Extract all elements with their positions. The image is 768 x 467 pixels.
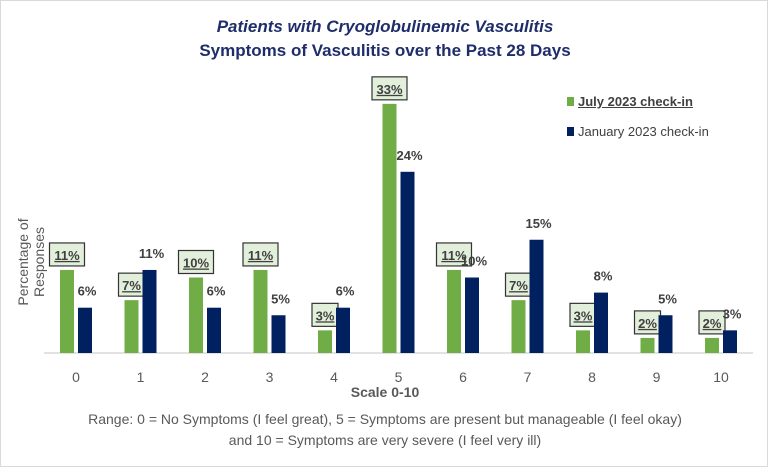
- data-label-january: 11%: [139, 246, 165, 261]
- bar-july: [640, 337, 655, 353]
- data-label-july: 3%: [316, 308, 335, 323]
- bar-january: [723, 330, 737, 353]
- x-tick-label: 0: [72, 369, 80, 385]
- bar-january: [336, 307, 350, 353]
- chart-subtitle: Symptoms of Vasculitis over the Past 28 …: [199, 41, 571, 60]
- bar-january: [78, 307, 92, 353]
- data-label-july: 7%: [509, 278, 528, 293]
- legend-swatch: [567, 97, 574, 106]
- bar-july: [382, 103, 397, 353]
- x-tick-label: 9: [653, 369, 661, 385]
- x-tick-label: 2: [201, 369, 209, 385]
- bar-january: [271, 315, 286, 353]
- bar-july: [189, 277, 203, 353]
- data-label-box: [698, 310, 726, 335]
- data-label-january: 15%: [525, 216, 551, 231]
- bar-july: [318, 330, 332, 353]
- bar-july: [60, 269, 74, 353]
- legend-item-january: January 2023 check-in: [567, 124, 709, 139]
- legend-label: July 2023 check-in: [578, 94, 693, 109]
- data-label-january: 24%: [396, 148, 422, 163]
- bar-january: [465, 277, 479, 353]
- data-label-box: [371, 76, 408, 101]
- data-label-box: [177, 249, 215, 275]
- x-tick-label: 3: [266, 369, 274, 385]
- bar-january: [594, 292, 608, 353]
- legend-swatch: [567, 127, 574, 136]
- data-label-january: 3%: [723, 306, 742, 321]
- data-label-july: 11%: [54, 248, 80, 263]
- legend-label: January 2023 check-in: [578, 124, 709, 139]
- data-label-july: 11%: [248, 248, 274, 263]
- data-label-box: [435, 242, 473, 267]
- bar-july: [511, 300, 526, 353]
- data-label-box: [48, 242, 86, 267]
- bar-january: [400, 171, 415, 353]
- data-label-box: [242, 242, 279, 267]
- data-label-january: 6%: [207, 284, 226, 299]
- bar-july: [447, 269, 461, 353]
- data-label-july: 3%: [574, 308, 593, 323]
- bar-july: [576, 330, 590, 353]
- x-tick-label: 7: [524, 369, 532, 385]
- bar-january: [529, 239, 544, 353]
- data-label-july: 2%: [703, 316, 722, 331]
- data-label-january: 6%: [336, 284, 355, 299]
- bar-july: [124, 300, 139, 353]
- range-note: Range: 0 = No Symptoms (I feel great), 5…: [88, 411, 682, 448]
- data-label-july: 33%: [376, 82, 402, 97]
- data-label-january: 8%: [594, 269, 613, 284]
- x-tick-label: 5: [395, 369, 403, 385]
- bar-january: [142, 269, 157, 353]
- bar-january: [658, 315, 673, 353]
- data-label-january: 6%: [78, 284, 97, 299]
- legend-item-july: July 2023 check-in: [567, 94, 693, 109]
- x-tick-label: 1: [137, 369, 145, 385]
- data-label-july: 11%: [441, 248, 467, 263]
- data-label-july: 7%: [122, 278, 141, 293]
- chart-title: Patients with Cryoglobulinemic Vasculiti…: [216, 17, 554, 36]
- bar-january: [207, 307, 221, 353]
- x-axis-label: Scale 0-10: [350, 384, 420, 400]
- x-tick-label: 10: [713, 369, 729, 385]
- x-tick-label: 4: [330, 369, 338, 385]
- data-label-january: 10%: [461, 254, 487, 269]
- bar-july: [253, 269, 268, 353]
- bar-july: [705, 337, 719, 353]
- x-tick-label: 6: [459, 369, 467, 385]
- data-label-january: 5%: [658, 291, 677, 306]
- data-label-july: 10%: [183, 256, 209, 271]
- data-label-july: 2%: [638, 316, 657, 331]
- data-label-january: 5%: [271, 291, 290, 306]
- x-tick-label: 8: [588, 369, 596, 385]
